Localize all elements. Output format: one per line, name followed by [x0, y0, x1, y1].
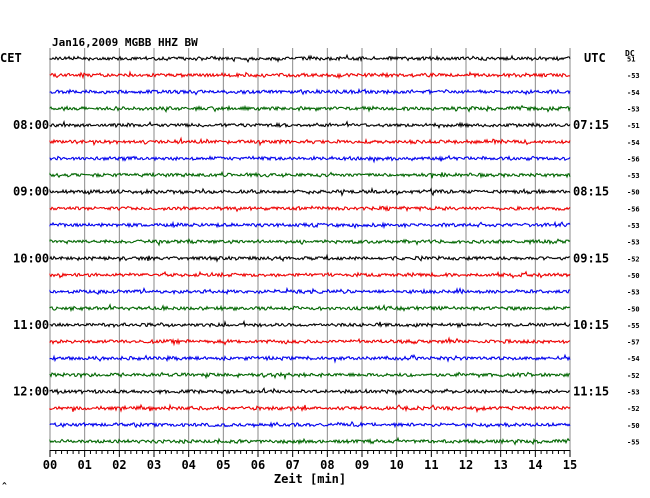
seismic-trace-18 — [49, 336, 571, 347]
right-hour-label: 11:15 — [573, 385, 609, 399]
seismic-trace-16 — [49, 303, 571, 313]
x-tick-label-15: 15 — [563, 458, 577, 472]
seismic-trace-11 — [49, 220, 571, 230]
x-tick-label-10: 10 — [389, 458, 403, 472]
dc-offset-label: -53 — [627, 172, 640, 180]
seismic-trace-12 — [49, 238, 571, 247]
x-tick-label-05: 05 — [216, 458, 230, 472]
dc-offset-label: -53 — [627, 222, 640, 230]
x-tick-label-08: 08 — [320, 458, 334, 472]
x-tick-label-06: 06 — [251, 458, 265, 472]
seismic-trace-23 — [49, 420, 571, 429]
x-tick-label-07: 07 — [285, 458, 299, 472]
seismic-trace-7 — [49, 154, 571, 164]
label-layer: 00 01 02 03 04 05 06 07 08 09 10 11 12 13 14 15 08:00 09:… — [13, 56, 640, 473]
dc-offset-label: -50 — [627, 422, 640, 430]
right-timezone-label: UTC — [584, 51, 606, 65]
dc-offset-label: -53 — [627, 72, 640, 80]
dc-offset-label: -51 — [627, 122, 640, 130]
footer-mark: ^ — [2, 481, 7, 490]
dc-offset-label: -54 — [627, 139, 640, 147]
seismic-trace-21 — [49, 387, 571, 396]
dc-offset-label: -53 — [627, 289, 640, 297]
x-tick-label-04: 04 — [181, 458, 195, 472]
left-hour-label: 12:00 — [13, 385, 49, 399]
x-tick-label-03: 03 — [147, 458, 161, 472]
dc-offset-label: -53 — [627, 239, 640, 247]
seismic-trace-15 — [49, 286, 571, 296]
x-tick-label-11: 11 — [424, 458, 438, 472]
seismic-trace-19 — [49, 353, 571, 364]
seismic-trace-6 — [49, 136, 571, 147]
dc-offset-label: -55 — [627, 322, 640, 330]
seismic-trace-20 — [49, 371, 571, 381]
right-hour-label: 07:15 — [573, 118, 609, 132]
trace-layer — [49, 53, 571, 446]
left-hour-label: 08:00 — [13, 118, 49, 132]
seismic-trace-3 — [49, 87, 571, 96]
dc-offset-label: -56 — [627, 155, 640, 163]
seismic-trace-4 — [49, 104, 571, 114]
seismic-trace-17 — [49, 319, 571, 329]
seismic-trace-14 — [49, 270, 571, 279]
dc-offset-label: -52 — [627, 255, 640, 263]
dc-offset-label: -54 — [627, 355, 640, 363]
dc-offset-label: -53 — [627, 105, 640, 113]
dc-offset-label: -52 — [627, 405, 640, 413]
seismic-trace-22 — [49, 403, 571, 414]
right-hour-label: 08:15 — [573, 185, 609, 199]
seismic-trace-13 — [49, 253, 571, 263]
right-hour-label: 09:15 — [573, 251, 609, 265]
x-tick-label-14: 14 — [528, 458, 542, 472]
seismic-trace-8 — [49, 170, 571, 179]
left-hour-label: 11:00 — [13, 318, 49, 332]
chart-title: Jan16,2009 MGBB HHZ BW — [52, 36, 198, 49]
seismic-trace-10 — [49, 204, 571, 213]
dc-offset-label: -50 — [627, 189, 640, 197]
seismic-trace-9 — [49, 186, 571, 197]
dc-offset-label: -50 — [627, 305, 640, 313]
x-axis-label: Zeit [min] — [274, 472, 346, 486]
dc-offset-label: -50 — [627, 272, 640, 280]
x-tick-label-09: 09 — [355, 458, 369, 472]
dc-offset-label: -55 — [627, 438, 640, 446]
dc-offset-label: -53 — [627, 389, 640, 397]
dc-offset-label: -54 — [627, 89, 640, 97]
x-tick-label-12: 12 — [459, 458, 473, 472]
x-tick-label-01: 01 — [77, 458, 91, 472]
left-hour-label: 09:00 — [13, 185, 49, 199]
seismic-trace-24 — [49, 436, 571, 446]
x-tick-label-00: 00 — [43, 458, 57, 472]
left-hour-label: 10:00 — [13, 251, 49, 265]
x-tick-label-02: 02 — [112, 458, 126, 472]
right-hour-label: 10:15 — [573, 318, 609, 332]
dc-offset-label: -56 — [627, 205, 640, 213]
dc-offset-label: -57 — [627, 339, 640, 347]
dc-offset-label: -52 — [627, 372, 640, 380]
seismic-trace-2 — [49, 70, 571, 80]
seismic-trace-1 — [49, 53, 571, 64]
dc-offset-label: 51 — [627, 56, 635, 64]
seismic-trace-5 — [49, 120, 571, 130]
grid-layer — [49, 48, 571, 457]
x-tick-label-13: 13 — [493, 458, 507, 472]
dc-header-label: DC — [625, 49, 635, 58]
left-timezone-label: CET — [0, 51, 22, 65]
